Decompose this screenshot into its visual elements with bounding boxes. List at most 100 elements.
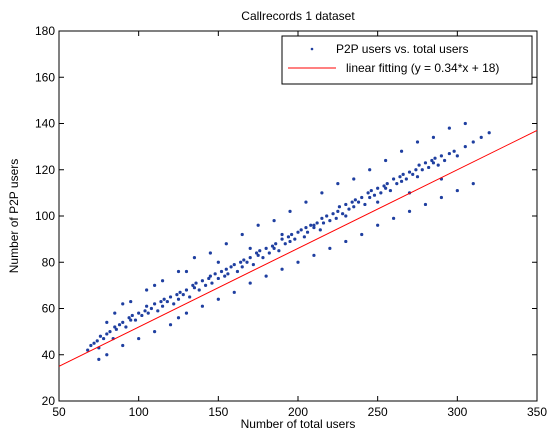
data-point: [92, 341, 96, 345]
data-point: [248, 256, 252, 260]
data-point: [376, 200, 380, 204]
axis-ticks: 50 100 150 200 250 300 350 20 40 60 80 100 120 140 160…: [35, 24, 547, 419]
data-point: [431, 161, 436, 165]
data-point: [296, 260, 300, 264]
data-point: [463, 121, 467, 126]
data-point: [392, 216, 396, 220]
data-point: [337, 205, 342, 209]
data-point: [395, 182, 399, 186]
data-point: [117, 323, 122, 327]
data-point: [304, 200, 308, 204]
data-point: [176, 269, 181, 274]
data-point: [363, 202, 367, 207]
data-point: [219, 269, 224, 274]
data-point: [176, 297, 181, 301]
data-point: [184, 269, 189, 274]
data-point: [264, 246, 268, 250]
data-point: [197, 288, 201, 292]
data-point: [415, 175, 420, 179]
x-tick-label: 50: [52, 405, 66, 419]
data-point: [312, 253, 316, 257]
data-point: [447, 151, 451, 156]
data-point: [384, 158, 388, 163]
data-point: [184, 311, 189, 315]
data-point: [288, 209, 292, 213]
data-point: [360, 195, 364, 200]
data-point: [401, 172, 405, 176]
data-point: [334, 216, 338, 220]
y-tick-label: 40: [42, 348, 56, 362]
data-point: [376, 186, 380, 190]
data-point: [105, 320, 109, 324]
data-point: [336, 209, 340, 213]
scatter-points: [86, 121, 491, 361]
data-point: [160, 304, 165, 308]
x-tick-label: 150: [208, 405, 228, 419]
data-point: [352, 205, 356, 209]
data-point: [369, 188, 373, 193]
data-point: [160, 279, 165, 283]
x-tick-label: 100: [129, 405, 149, 419]
data-point: [423, 202, 428, 207]
data-point: [423, 161, 428, 165]
y-tick-label: 120: [35, 163, 55, 177]
data-point: [226, 272, 230, 276]
data-point: [347, 207, 351, 211]
data-point: [86, 348, 90, 352]
y-tick-label: 20: [42, 394, 56, 408]
data-point: [168, 323, 173, 327]
data-point: [191, 283, 195, 287]
data-point: [318, 228, 322, 232]
data-point: [121, 343, 125, 348]
data-point: [272, 246, 276, 250]
data-point: [288, 239, 292, 244]
data-point: [242, 258, 246, 262]
data-point: [145, 304, 149, 308]
data-point: [248, 246, 252, 250]
plot-area: [58, 30, 538, 402]
data-point: [299, 228, 303, 232]
fit-line: [58, 129, 538, 367]
data-point: [184, 288, 189, 292]
data-point: [312, 223, 316, 227]
data-point: [172, 302, 176, 306]
data-point: [208, 251, 212, 255]
data-point: [97, 357, 101, 361]
data-point: [121, 302, 125, 306]
data-point: [350, 200, 354, 204]
data-point: [325, 214, 329, 218]
data-point: [302, 235, 306, 239]
data-point: [487, 131, 491, 135]
legend-marker-points: [310, 47, 314, 51]
data-point: [407, 209, 412, 213]
data-point: [296, 230, 300, 234]
data-point: [178, 290, 182, 294]
data-point: [143, 309, 147, 313]
y-tick-label: 60: [42, 302, 56, 316]
legend-box: [281, 35, 533, 85]
y-tick-label: 100: [35, 209, 55, 223]
data-point: [320, 191, 324, 195]
data-point: [216, 297, 220, 301]
data-point: [399, 149, 404, 153]
data-point: [309, 223, 313, 227]
data-point: [130, 313, 134, 318]
data-point: [356, 200, 361, 204]
data-point: [411, 172, 415, 176]
data-point: [305, 230, 310, 234]
data-point: [232, 262, 236, 267]
data-point: [162, 297, 166, 301]
data-point: [165, 299, 169, 304]
data-point: [431, 135, 436, 139]
data-point: [124, 325, 128, 329]
data-point: [479, 135, 483, 139]
data-point: [399, 179, 404, 183]
data-point: [376, 223, 380, 227]
data-point: [245, 260, 249, 264]
data-point: [188, 295, 192, 299]
data-point: [239, 260, 243, 264]
data-point: [153, 283, 157, 287]
data-point: [407, 170, 412, 174]
data-point: [320, 216, 324, 220]
data-point: [223, 274, 227, 278]
